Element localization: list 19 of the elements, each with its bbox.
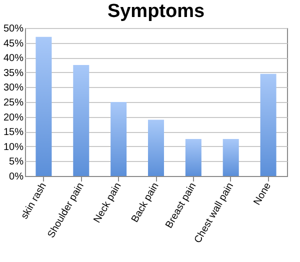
y-tick-label: 0% xyxy=(9,172,24,182)
y-tick-label: 45% xyxy=(3,38,24,50)
bar xyxy=(222,139,239,176)
bar xyxy=(148,120,164,176)
bar xyxy=(73,65,90,176)
y-tick-label: 5% xyxy=(9,156,24,168)
y-tick-label: 10% xyxy=(3,142,24,153)
y-tick-label: 35% xyxy=(3,68,24,79)
bar xyxy=(110,102,127,176)
y-tick-label: 15% xyxy=(3,127,24,138)
y-tick-label: 40% xyxy=(3,53,24,64)
y-tick-label: 50% xyxy=(3,24,24,34)
y-tick-label: 25% xyxy=(3,98,24,108)
y-tick-label: 30% xyxy=(3,82,24,94)
bar xyxy=(185,139,202,176)
bar xyxy=(36,36,52,176)
bar xyxy=(260,74,276,176)
chart-title: Symptoms xyxy=(107,1,205,22)
y-tick-label: 20% xyxy=(3,112,24,124)
